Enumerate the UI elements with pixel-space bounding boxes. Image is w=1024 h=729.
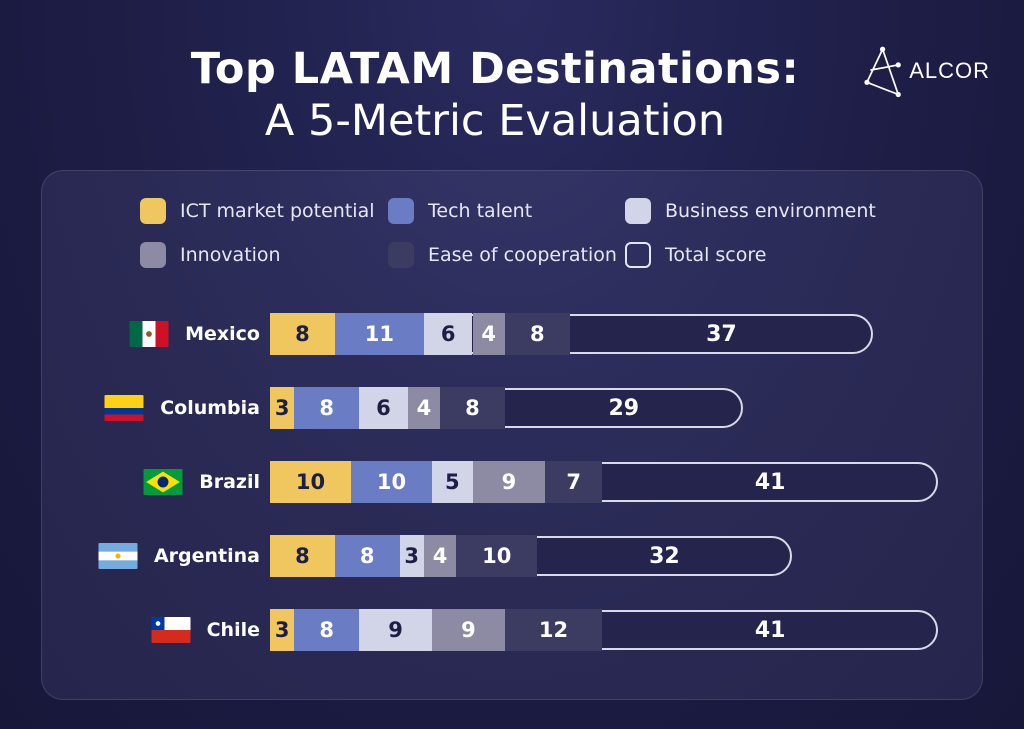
legend-swatch-business [625, 198, 651, 224]
bar-segment-talent-chile: 8 [294, 609, 360, 651]
bar-segment-innovation-mexico: 4 [472, 313, 505, 355]
total-score-label-argentina: 32 [649, 543, 680, 569]
bar-segment-innovation-chile: 9 [432, 609, 505, 651]
chart-subtitle: A 5-Metric Evaluation [264, 96, 726, 146]
bar-segment-ict-mexico: 8 [270, 313, 335, 355]
bar-segment-ease-chile: 12 [504, 609, 603, 651]
total-score-label-brazil: 41 [754, 469, 786, 495]
alcor-logo: ALCOR [860, 40, 990, 102]
country-name: Chile [206, 619, 260, 641]
bar-segment-ease-mexico: 8 [504, 313, 570, 355]
flag-columbia-icon [104, 395, 144, 421]
legend-swatch-innovation [140, 242, 166, 268]
total-score-label-chile: 41 [754, 617, 786, 643]
legend-item-innovation: Innovation [140, 242, 281, 268]
bar-segment-innovation-columbia: 4 [407, 387, 441, 429]
legend-label-total: Total score [665, 244, 767, 266]
legend-item-total: Total score [625, 242, 766, 268]
bar-segment-ict-argentina: 8 [270, 535, 335, 577]
legend-swatch-ease [388, 242, 414, 268]
bar-segment-ease-brazil: 7 [545, 461, 603, 503]
legend-label-innovation: Innovation [180, 244, 281, 266]
country-name: Columbia [160, 397, 260, 419]
flag-brazil-icon [143, 469, 183, 495]
country-label-chile: Chile [40, 609, 260, 651]
bar-segment-business-mexico: 6 [423, 313, 473, 355]
flag-argentina-icon [98, 543, 138, 569]
bar-segment-ict-columbia: 3 [270, 387, 295, 429]
bar-segment-talent-brazil: 10 [351, 461, 432, 503]
country-label-columbia: Columbia [40, 387, 260, 429]
bar-segment-ease-columbia: 8 [440, 387, 505, 429]
alcor-logo-icon [864, 46, 901, 98]
country-name: Brazil [199, 471, 260, 493]
bar-segment-ict-chile: 3 [270, 609, 295, 651]
bar-segment-innovation-argentina: 4 [423, 535, 457, 577]
bar-segment-business-argentina: 3 [399, 535, 424, 577]
legend-label-business: Business environment [665, 200, 876, 222]
total-score-label-mexico: 37 [706, 321, 737, 347]
country-name: Argentina [153, 545, 260, 567]
legend-label-ict: ICT market potential [180, 200, 375, 222]
country-name: Mexico [185, 323, 260, 345]
bar-segment-talent-columbia: 8 [294, 387, 360, 429]
bar-segment-business-chile: 9 [359, 609, 432, 651]
bar-segment-ict-brazil: 10 [270, 461, 351, 503]
legend-swatch-ict [140, 198, 166, 224]
bar-segment-business-brazil: 5 [432, 461, 473, 503]
bar-segment-business-columbia: 6 [359, 387, 408, 429]
legend-item-ict: ICT market potential [140, 198, 375, 224]
legend-item-talent: Tech talent [388, 198, 532, 224]
bar-segment-talent-argentina: 8 [334, 535, 400, 577]
chart-title: Top LATAM Destinations: [190, 44, 800, 94]
flag-mexico-icon [129, 321, 169, 347]
legend-swatch-talent [388, 198, 414, 224]
logo-text: ALCOR [909, 58, 990, 83]
country-label-brazil: Brazil [40, 461, 260, 503]
country-label-mexico: Mexico [40, 313, 260, 355]
legend-item-business: Business environment [625, 198, 876, 224]
flag-chile-icon [151, 617, 191, 643]
legend-label-talent: Tech talent [428, 200, 533, 222]
country-label-argentina: Argentina [40, 535, 260, 577]
bar-segment-ease-argentina: 10 [456, 535, 538, 577]
legend-item-ease: Ease of cooperation [388, 242, 617, 268]
legend-label-ease: Ease of cooperation [428, 244, 617, 266]
total-score-label-columbia: 29 [608, 395, 640, 421]
legend-swatch-total [625, 242, 651, 268]
bar-segment-talent-mexico: 11 [334, 313, 424, 355]
bar-segment-innovation-brazil: 9 [472, 461, 546, 503]
